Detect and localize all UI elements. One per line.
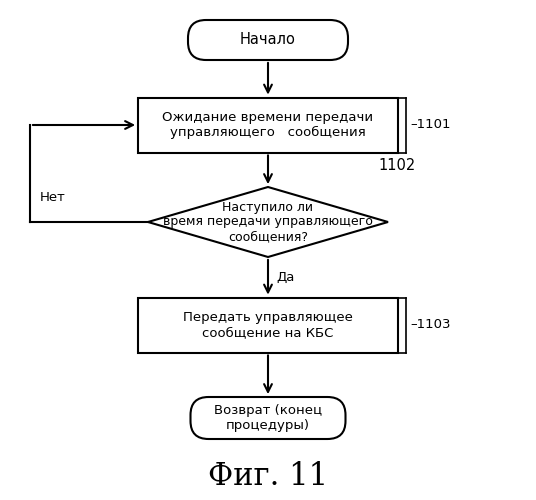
Text: 1102: 1102 (378, 158, 415, 173)
Text: Фиг. 11: Фиг. 11 (208, 461, 328, 492)
Text: Наступило ли
время передачи управляющего
сообщения?: Наступило ли время передачи управляющего… (163, 200, 373, 244)
Text: Передать управляющее
сообщение на КБС: Передать управляющее сообщение на КБС (183, 311, 353, 339)
FancyBboxPatch shape (188, 20, 348, 60)
Text: Ожидание времени передачи
управляющего   сообщения: Ожидание времени передачи управляющего с… (162, 111, 374, 139)
Bar (138, 98, 398, 152)
Text: –1103: –1103 (410, 318, 450, 332)
Text: –1101: –1101 (410, 118, 450, 132)
Polygon shape (148, 187, 388, 257)
Text: Возврат (конец
процедуры): Возврат (конец процедуры) (214, 404, 322, 432)
FancyBboxPatch shape (190, 397, 346, 439)
Text: Да: Да (276, 271, 294, 284)
Text: Начало: Начало (240, 32, 296, 48)
Text: Нет: Нет (40, 191, 66, 204)
Bar (138, 298, 398, 352)
